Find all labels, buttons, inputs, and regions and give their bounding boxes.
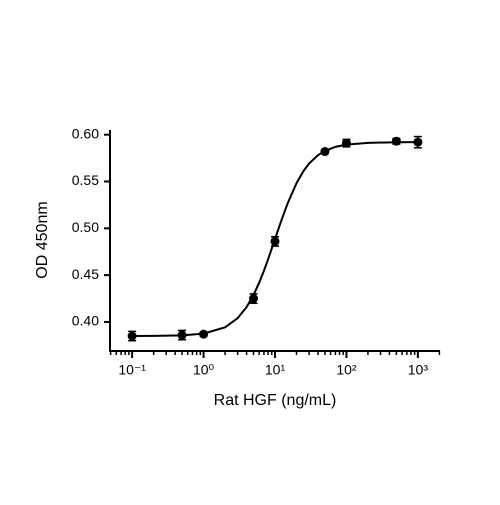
data-point <box>199 329 209 339</box>
x-tick-label: 10⁰ <box>193 362 215 378</box>
x-tick-label: 10⁻¹ <box>118 362 146 378</box>
x-tick-label: 10² <box>336 362 357 378</box>
data-point <box>177 330 187 340</box>
data-point <box>413 137 423 147</box>
y-tick-label: 0.50 <box>72 219 99 235</box>
data-point <box>127 331 137 341</box>
y-tick-label: 0.40 <box>72 313 99 329</box>
y-axis-label: OD 450nm <box>34 201 51 278</box>
y-tick-label: 0.60 <box>72 125 99 141</box>
x-tick-label: 10¹ <box>265 362 286 378</box>
x-tick-label: 10³ <box>408 362 429 378</box>
data-point <box>270 236 280 246</box>
data-point <box>341 138 351 148</box>
x-axis-label: Rat HGF (ng/mL) <box>214 392 337 409</box>
data-point <box>391 136 401 146</box>
y-tick-label: 0.45 <box>72 266 99 282</box>
fit-curve <box>132 141 418 338</box>
y-tick-label: 0.55 <box>72 172 99 188</box>
data-point <box>249 294 259 304</box>
data-point <box>320 147 330 157</box>
